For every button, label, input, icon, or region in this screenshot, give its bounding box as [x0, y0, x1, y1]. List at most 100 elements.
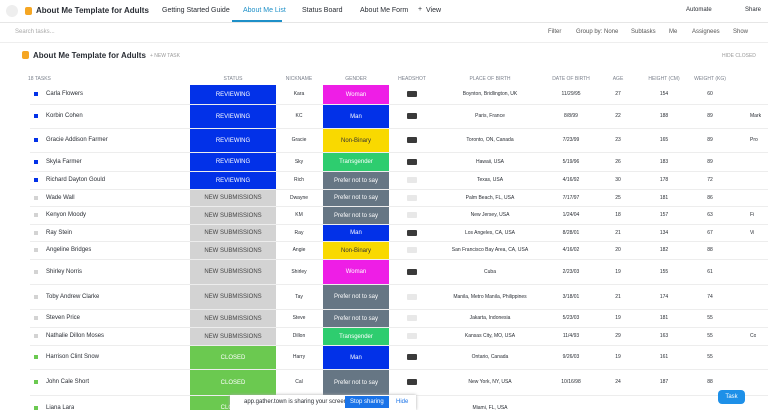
subtasks[interactable]: Subtasks — [631, 29, 656, 35]
status: REVIEWING — [190, 153, 276, 171]
age: 29 — [615, 333, 621, 339]
column-header: DATE OF BIRTH — [552, 76, 590, 82]
status-dot — [34, 380, 38, 384]
extra: Pro — [750, 137, 758, 143]
filter[interactable]: Filter — [548, 29, 562, 35]
automate[interactable]: Automate — [686, 7, 712, 13]
height: 134 — [659, 229, 669, 236]
task-name[interactable]: John Cale Short — [46, 379, 90, 385]
task-name[interactable]: Shirley Norris — [46, 268, 83, 275]
headshot — [407, 293, 417, 300]
hide-closed[interactable]: HIDE CLOSED — [722, 53, 756, 59]
task-button[interactable]: Task — [718, 390, 745, 404]
place: Texas, USA — [476, 177, 504, 183]
show[interactable]: Show — [733, 29, 749, 35]
status-dot — [34, 248, 38, 252]
task-name[interactable]: Ray Stein — [46, 229, 73, 236]
add-view[interactable]: View — [426, 7, 442, 14]
group-by[interactable]: Group by: None — [576, 29, 619, 35]
nickname: Gracie — [291, 137, 307, 143]
tab[interactable]: Status Board — [302, 7, 343, 14]
status-dot — [34, 178, 38, 182]
status-dot — [34, 159, 38, 164]
assignees[interactable]: Assignees — [692, 29, 720, 35]
headshot — [407, 315, 417, 321]
me[interactable]: Me — [669, 29, 678, 35]
place: Cuba — [484, 268, 496, 275]
tab[interactable]: About Me List — [243, 7, 286, 14]
extra: Co — [750, 333, 757, 339]
weight: 55 — [707, 354, 713, 360]
task-name[interactable]: Harrison Clint Snow — [46, 354, 100, 360]
row-divider — [30, 345, 768, 346]
task-name[interactable]: Carla Flowers — [46, 91, 84, 97]
task-name[interactable]: Gracie Addison Farmer — [46, 137, 108, 143]
nickname: Kara — [293, 91, 305, 97]
new-task[interactable]: + NEW TASK — [150, 53, 180, 59]
age: 19 — [615, 315, 621, 321]
row-divider — [30, 327, 768, 328]
stop-sharing[interactable]: Stop sharing — [345, 396, 389, 408]
task-name[interactable]: Liana Lara — [46, 404, 75, 410]
gender: Man — [323, 105, 389, 128]
task-name[interactable]: Korbin Cohen — [46, 113, 83, 119]
task-name[interactable]: Angeline Bridges — [46, 247, 92, 253]
dob: 8/28/01 — [562, 229, 580, 236]
age: 20 — [615, 247, 621, 253]
row-divider — [30, 128, 768, 129]
age: 27 — [615, 91, 621, 97]
headshot — [407, 113, 417, 119]
weight: 55 — [707, 333, 713, 339]
weight: 88 — [707, 247, 713, 253]
place: Jakarta, Indonesia — [469, 315, 511, 321]
gender: Prefer not to say — [323, 172, 389, 189]
nickname: Rich — [293, 177, 304, 183]
nickname: Tay — [295, 293, 303, 300]
nickname: Ray — [294, 229, 304, 236]
status: CLOSED — [190, 370, 276, 395]
status: NEW SUBMISSIONS — [190, 328, 276, 345]
task-label: Task — [725, 394, 738, 400]
gender: Man — [323, 225, 389, 241]
weight: 60 — [707, 91, 713, 97]
row-divider — [30, 309, 768, 310]
task-name[interactable]: Steven Price — [46, 315, 81, 321]
dob: 7/17/97 — [562, 194, 580, 201]
place: Miami, FL, USA — [472, 404, 508, 410]
task-name[interactable]: Nathalie Dillon Moses — [46, 333, 105, 339]
search[interactable]: Search tasks... — [15, 29, 55, 35]
place: Kansas City, MO, USA — [464, 333, 516, 339]
task-name[interactable]: Wade Wall — [46, 194, 75, 201]
task-name[interactable]: Richard Dayton Gould — [46, 177, 106, 183]
status-dot — [34, 114, 38, 118]
tab[interactable]: About Me Form — [360, 7, 409, 14]
column-header: NICKNAME — [285, 76, 313, 82]
task-name[interactable]: Skyla Farmer — [46, 158, 82, 165]
column-header: GENDER — [345, 76, 367, 82]
age: 24 — [615, 379, 621, 385]
tab-underline — [232, 20, 282, 22]
gender: Prefer not to say — [323, 207, 389, 224]
gender: Prefer not to say — [323, 190, 389, 206]
gender: Prefer not to say — [323, 285, 389, 309]
hide[interactable]: Hide — [396, 399, 409, 405]
share[interactable]: Share — [745, 7, 762, 13]
age: 21 — [615, 229, 621, 236]
status: REVIEWING — [190, 85, 276, 104]
headshot — [407, 379, 417, 385]
headshot — [407, 354, 417, 360]
height: 187 — [659, 379, 669, 385]
tab[interactable]: Getting Started Guide — [162, 7, 230, 14]
column-header: PLACE OF BIRTH — [469, 76, 511, 82]
status: NEW SUBMISSIONS — [190, 207, 276, 224]
task-name[interactable]: Kenyon Moody — [46, 212, 87, 218]
headshot — [407, 333, 417, 339]
task-name[interactable]: Toby Andrew Clarke — [46, 293, 100, 300]
place: New York, NY, USA — [468, 379, 512, 385]
place: San Francisco Bay Area, CA, USA — [451, 247, 529, 253]
column-header: 18 TASKS — [28, 76, 51, 82]
headshot — [407, 212, 417, 218]
icon — [22, 51, 29, 59]
weight: 55 — [707, 315, 713, 321]
nickname: KM — [295, 212, 303, 218]
